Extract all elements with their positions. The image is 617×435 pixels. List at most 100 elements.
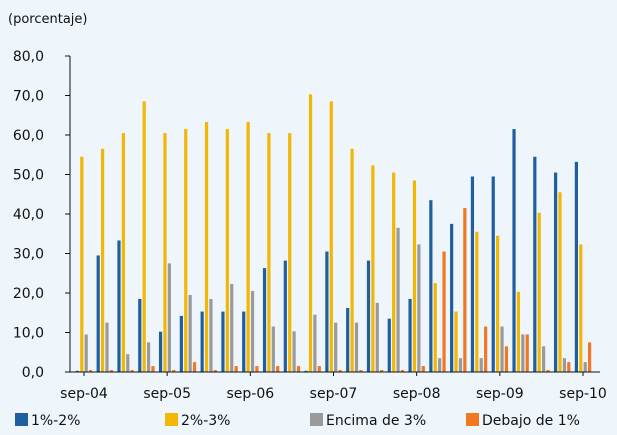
bar [346, 308, 350, 372]
bar [350, 148, 354, 372]
category-group [408, 180, 425, 372]
bar [329, 101, 333, 373]
legend-label: 2%-3% [181, 413, 230, 429]
legend-swatch [165, 413, 178, 426]
bar [396, 227, 400, 372]
bar [130, 370, 134, 372]
bar [109, 370, 113, 372]
y-tick-label: 0,0 [22, 365, 44, 381]
bar [475, 231, 479, 372]
category-group [75, 156, 93, 372]
bar [433, 283, 437, 372]
bar [234, 366, 238, 372]
bar [296, 366, 301, 372]
bar [463, 208, 467, 372]
bar [250, 291, 255, 372]
bar [192, 362, 197, 372]
x-tick-label: sep-07 [310, 386, 358, 402]
category-group [138, 101, 155, 373]
bar [521, 334, 525, 372]
bar [317, 366, 321, 372]
legend-label: 1%-2% [31, 413, 80, 429]
bar [588, 342, 592, 372]
bar [338, 370, 342, 372]
bar [366, 260, 371, 372]
bar [574, 161, 578, 372]
bar [458, 358, 463, 372]
y-tick-label: 60,0 [13, 128, 44, 144]
category-group [221, 129, 238, 372]
bar [533, 156, 537, 372]
bar [454, 311, 458, 372]
bar [421, 366, 425, 372]
bar [583, 362, 587, 372]
bar [267, 133, 271, 372]
bar [255, 366, 259, 372]
bar [484, 326, 488, 372]
bar [392, 172, 396, 372]
x-tick-label: sep-05 [143, 386, 191, 402]
bar [225, 129, 229, 372]
y-tick-label: 40,0 [13, 207, 44, 223]
bar [438, 358, 442, 372]
bar [126, 354, 130, 372]
category-group [387, 172, 405, 372]
bar [146, 342, 151, 372]
bar [200, 311, 204, 372]
bar [89, 370, 93, 372]
legend-swatch [466, 413, 479, 426]
plot-area: 0,0 10,0 20,0 30,0 40,0 50,0 60,0 70,0 80,0 sep-0… [13, 49, 607, 402]
x-tick-label: sep-10 [559, 386, 607, 402]
bar [117, 240, 121, 372]
category-group [429, 200, 446, 372]
bar [408, 298, 412, 372]
category-group [158, 133, 176, 372]
bar [537, 212, 541, 372]
category-group [366, 165, 384, 372]
bar [308, 94, 313, 372]
y-tick-label: 70,0 [13, 89, 44, 105]
category-group [283, 133, 301, 372]
bar [283, 260, 287, 372]
bar [158, 331, 163, 372]
bar [417, 244, 421, 372]
bar [359, 370, 363, 372]
category-group [200, 121, 217, 372]
bar [450, 223, 454, 372]
bar [246, 121, 250, 372]
bar [96, 255, 100, 372]
x-tick-label: sep-04 [60, 386, 108, 402]
bar [542, 346, 546, 372]
bar [105, 322, 109, 372]
bar [151, 366, 155, 372]
bar [138, 298, 142, 372]
category-group [512, 129, 529, 372]
bar [213, 370, 217, 372]
bar [504, 346, 509, 372]
bar [80, 156, 84, 372]
bar [400, 370, 405, 372]
bar [179, 315, 183, 372]
legend-item: Debajo de 1% [466, 413, 580, 429]
bar [288, 133, 292, 372]
legend-item: 1%-2% [15, 413, 80, 429]
bar [470, 176, 475, 372]
category-group [346, 148, 363, 372]
legend-swatch [15, 413, 28, 426]
bar [554, 172, 558, 372]
bar [546, 370, 550, 372]
bar [84, 334, 88, 372]
bar [292, 331, 296, 372]
bar [271, 326, 275, 372]
bar [354, 322, 359, 372]
legend-item: Encima de 3% [310, 413, 426, 429]
y-tick-label: 10,0 [13, 326, 44, 342]
legend: 1%-2% 2%-3% Encima de 3% Debajo de 1% [15, 413, 580, 429]
bar [75, 370, 79, 372]
bar [304, 370, 308, 372]
x-tick-label: sep-06 [226, 386, 274, 402]
category-group [117, 133, 134, 372]
category-group [96, 148, 113, 372]
